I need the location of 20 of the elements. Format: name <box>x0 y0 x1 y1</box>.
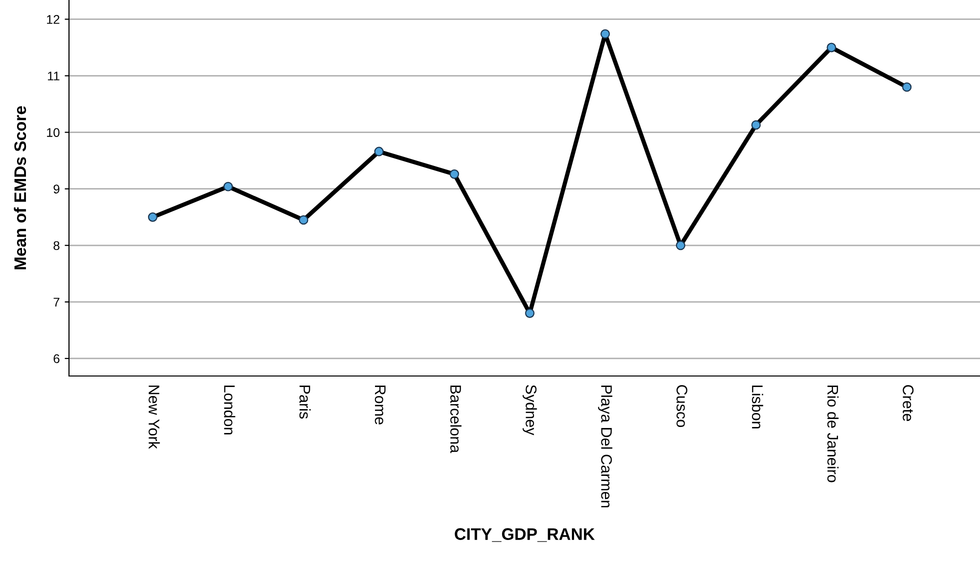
y-tick-label: 12 <box>47 15 60 24</box>
y-tick-label: 7 <box>54 298 60 306</box>
y-tick-label: 8 <box>54 241 60 250</box>
x-tick-label: Sydney <box>522 385 537 436</box>
x-tick-label: Playa Del Carmen <box>598 386 612 508</box>
x-tick-label: Barcelona <box>450 386 462 454</box>
x-tick-label: Paris <box>299 386 311 419</box>
y-tick-label: 10 <box>47 128 60 137</box>
x-tick-label: Crete <box>902 385 914 422</box>
x-axis-title: CITY_GDP_RANK <box>454 528 595 542</box>
x-tick-label: Cusco <box>676 385 688 427</box>
y-tick-label: 6 <box>54 354 60 364</box>
x-tick-label: New York <box>148 386 160 449</box>
y-axis-title: Mean of EMDs Score <box>14 106 26 270</box>
x-tick-label: Rome <box>374 386 386 424</box>
x-tick-label: Rio de Janeiro <box>827 386 839 482</box>
y-tick-label: 11 <box>48 72 60 80</box>
x-tick-label: Lisbon <box>752 386 764 428</box>
y-tick-label: 9 <box>54 184 60 194</box>
x-tick-label: London <box>224 386 236 434</box>
